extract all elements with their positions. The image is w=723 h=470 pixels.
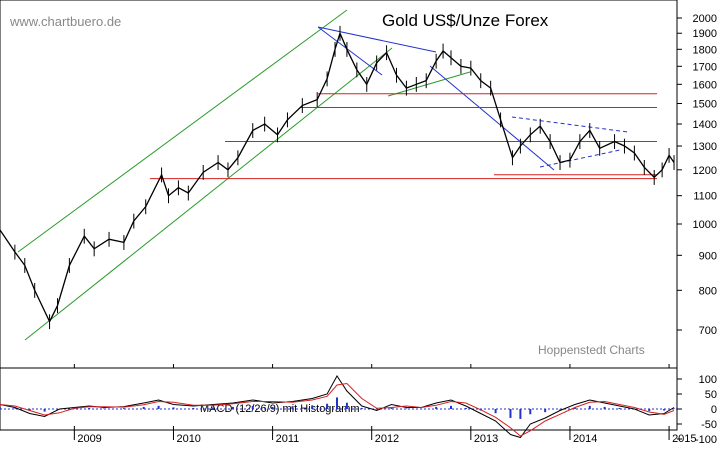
downtrend-line-1 (317, 26, 437, 53)
downtrend-line-2 (317, 26, 383, 76)
credit: Hoppenstedt Charts (538, 343, 645, 357)
macd-y-tick-label: -100 (695, 434, 717, 446)
macd-y-tick-label: -50 (701, 419, 717, 431)
price-y-tick-label: 1700 (693, 61, 717, 73)
macd-series (0, 375, 677, 439)
price-y-tick-label: 1000 (693, 219, 717, 231)
x-tick-label: 2011 (276, 433, 300, 445)
price-panel-frame (0, 0, 678, 369)
price-y-tick-label: 1400 (693, 119, 717, 131)
triangle-upper (511, 116, 629, 133)
macd-y-tick-label: 50 (705, 389, 717, 401)
x-tick-label: 2013 (474, 433, 498, 445)
downtrend-line-3 (429, 65, 555, 171)
macd-y-axis: 100 50 0 -50 -100 (677, 374, 717, 446)
price-y-tick-label: 1800 (693, 44, 717, 56)
price-y-tick-label: 800 (699, 285, 717, 297)
chart-title: Gold US$/Unze Forex (382, 11, 549, 30)
x-tick-label: 2014 (573, 433, 597, 445)
macd-y-tick-label: 100 (699, 374, 717, 386)
watermark: www.chartbuero.de (9, 14, 121, 29)
price-y-tick-label: 1500 (693, 98, 717, 110)
x-tick-label: 2012 (375, 433, 399, 445)
macd-signal-line (0, 382, 675, 437)
horizontal-levels (150, 93, 657, 180)
macd-y-tick-label: 0 (711, 404, 717, 416)
price-y-tick-label: 700 (699, 325, 717, 337)
price-y-tick-label: 1600 (693, 79, 717, 91)
x-axis: 2009 2010 2011 2012 2013 2014 2015 (73, 364, 697, 445)
price-series (0, 25, 675, 330)
price-y-tick-label: 2000 (693, 13, 717, 25)
price-y-tick-label: 900 (699, 250, 717, 262)
price-y-tick-label: 1900 (693, 28, 717, 40)
x-tick-label: 2010 (176, 433, 200, 445)
trend-channel-lower (24, 47, 393, 341)
macd-panel-frame (0, 367, 678, 431)
x-tick-label: 2009 (77, 433, 101, 445)
triangle-lower (539, 149, 621, 168)
x-tick-label: 2015 (672, 433, 696, 445)
macd-label: MACD (12/26/9) mit Histogramm (200, 403, 360, 415)
price-y-tick-label: 1100 (693, 191, 717, 203)
price-line (0, 31, 675, 324)
trend-channel-upper (17, 9, 348, 253)
price-y-tick-label: 1200 (693, 165, 717, 177)
price-y-tick-label: 1300 (693, 141, 717, 153)
trend-channel-short (387, 71, 471, 97)
price-y-axis: 700 800 900 1000 1100 1200 1300 1400 1500 1600 170… (677, 13, 717, 337)
